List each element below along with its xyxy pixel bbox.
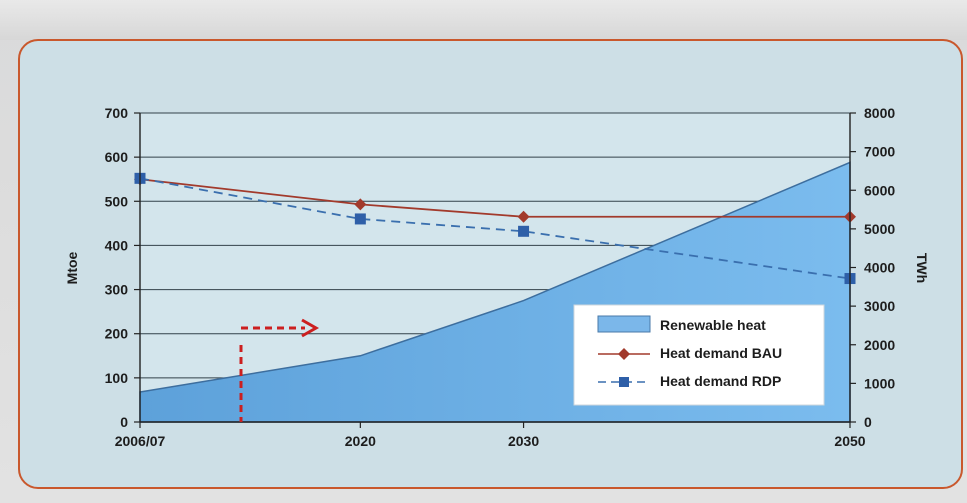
x-axis-ticks: 2006/07 2020 2030 2050 [115,422,866,449]
point-bau-2 [517,210,530,223]
right-tick-label-1000: 1000 [864,375,895,391]
legend-marker-rdp [619,377,629,387]
right-tick-label-2000: 2000 [864,337,895,353]
right-tick-label-7000: 7000 [864,144,895,160]
legend-label-renewable: Renewable heat [660,317,766,333]
right-axis-ticks: 0 1000 2000 3000 4000 5000 6000 7000 8000 [850,105,895,430]
legend-marker-bau [618,348,630,360]
right-tick-label-6000: 6000 [864,182,895,198]
right-tick-label-5000: 5000 [864,221,895,237]
left-tick-label-300: 300 [105,282,129,298]
line-rdp [139,177,851,280]
left-tick-label-500: 500 [105,193,129,209]
left-tick-label-0: 0 [120,414,128,430]
point-rdp-2 [518,225,530,237]
right-tick-label-0: 0 [864,414,872,430]
legend: Renewable heat Heat demand BAU Heat dema… [573,304,825,406]
background-strip [0,0,967,40]
left-tick-label-700: 700 [105,105,129,121]
point-bau-1 [354,198,367,211]
right-axis-title: TWh [914,253,930,283]
left-tick-label-100: 100 [105,370,129,386]
left-axis-title: Mtoe [64,251,80,284]
x-tick-label-0: 2006/07 [115,433,166,449]
left-tick-label-200: 200 [105,326,129,342]
legend-swatch-renewable [597,315,651,333]
right-tick-label-4000: 4000 [864,260,895,276]
x-tick-label-3: 2050 [834,433,865,449]
annotation-arrow [239,318,320,422]
x-tick-label-1: 2020 [345,433,376,449]
right-tick-label-3000: 3000 [864,298,895,314]
x-tick-label-2: 2030 [508,433,539,449]
point-rdp-1 [354,213,366,225]
right-tick-label-8000: 8000 [864,105,895,121]
legend-label-rdp: Heat demand RDP [660,373,781,389]
left-tick-label-400: 400 [105,237,129,253]
line-bau [139,178,850,218]
left-axis-ticks: 0 100 200 300 400 500 600 700 [105,105,140,430]
legend-label-bau: Heat demand BAU [660,345,782,361]
left-tick-label-600: 600 [105,149,129,165]
